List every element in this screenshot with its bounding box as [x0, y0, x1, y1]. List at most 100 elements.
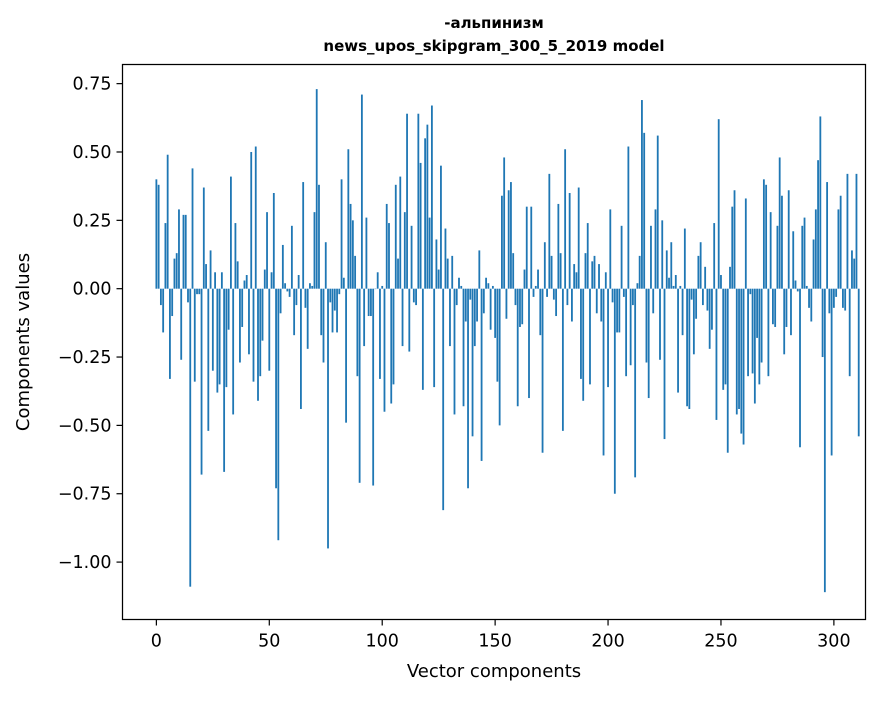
bar-173 — [546, 289, 548, 297]
bar-258 — [738, 289, 740, 409]
bar-297 — [826, 182, 828, 289]
bar-67 — [307, 289, 309, 349]
bar-301 — [835, 289, 837, 297]
bar-166 — [530, 207, 532, 289]
bar-5 — [167, 155, 169, 289]
bar-196 — [598, 264, 600, 289]
bar-280 — [788, 190, 790, 288]
bar-187 — [578, 188, 580, 289]
bar-294 — [819, 116, 821, 288]
bar-289 — [808, 289, 810, 308]
bar-156 — [508, 190, 510, 288]
bar-53 — [275, 289, 277, 489]
bar-241 — [700, 242, 702, 288]
bar-242 — [702, 289, 704, 305]
bar-89 — [356, 289, 358, 376]
bar-100 — [381, 286, 383, 289]
bar-112 — [408, 289, 410, 352]
y-tick-label: 0.00 — [73, 280, 112, 300]
bar-246 — [711, 289, 713, 330]
bar-11 — [180, 289, 182, 360]
bar-178 — [557, 204, 559, 289]
bar-10 — [178, 209, 180, 288]
bar-132 — [454, 289, 456, 415]
bar-105 — [393, 289, 395, 385]
x-tick-label: 50 — [258, 632, 280, 652]
bar-287 — [804, 218, 806, 289]
bar-234 — [684, 229, 686, 289]
bar-70 — [314, 212, 316, 289]
bar-277 — [781, 196, 783, 289]
bar-276 — [779, 157, 781, 288]
bar-142 — [476, 289, 478, 322]
bar-85 — [347, 149, 349, 288]
x-tick-label: 300 — [817, 632, 850, 652]
bar-158 — [512, 253, 514, 289]
bar-308 — [851, 250, 853, 288]
bar-149 — [492, 286, 494, 289]
bar-217 — [646, 289, 648, 363]
bar-268 — [761, 289, 763, 363]
bar-181 — [564, 149, 566, 288]
bar-45 — [257, 289, 259, 401]
bar-195 — [596, 289, 598, 314]
bar-227 — [668, 278, 670, 289]
bar-240 — [697, 256, 699, 289]
bar-61 — [293, 289, 295, 335]
bar-102 — [386, 204, 388, 289]
bar-69 — [311, 286, 313, 289]
bar-93 — [366, 218, 368, 289]
bar-213 — [637, 283, 639, 288]
bar-46 — [259, 289, 261, 376]
bar-307 — [849, 289, 851, 376]
bar-12 — [183, 215, 185, 289]
bar-216 — [643, 133, 645, 289]
bar-9 — [176, 253, 178, 289]
bar-116 — [417, 114, 419, 289]
bar-38 — [241, 289, 243, 327]
bar-218 — [648, 289, 650, 398]
bar-302 — [838, 209, 840, 288]
bar-215 — [641, 100, 643, 289]
bar-282 — [792, 231, 794, 288]
bar-21 — [203, 188, 205, 289]
bar-255 — [731, 207, 733, 289]
bar-273 — [772, 289, 774, 325]
bar-237 — [691, 289, 693, 300]
bar-261 — [745, 198, 747, 288]
bar-99 — [379, 289, 381, 379]
bar-248 — [716, 289, 718, 420]
bar-284 — [797, 289, 799, 292]
bar-64 — [300, 289, 302, 409]
bar-79 — [334, 289, 336, 311]
bar-139 — [469, 289, 471, 300]
bar-43 — [253, 289, 255, 382]
y-tick-label: −1.00 — [58, 553, 112, 573]
bar-155 — [506, 289, 508, 319]
bar-20 — [201, 289, 203, 475]
bar-86 — [350, 204, 352, 289]
bar-37 — [239, 289, 241, 363]
bar-23 — [207, 289, 209, 431]
y-tick-label: 0.75 — [73, 75, 112, 95]
y-tick-label: −0.50 — [58, 416, 112, 436]
bar-238 — [693, 289, 695, 355]
bar-244 — [707, 289, 709, 311]
bar-104 — [390, 289, 392, 404]
bar-25 — [212, 289, 214, 371]
bar-170 — [539, 289, 541, 335]
bar-42 — [250, 152, 252, 289]
bar-235 — [686, 289, 688, 407]
bar-66 — [305, 289, 307, 308]
bar-200 — [607, 289, 609, 387]
bar-125 — [438, 270, 440, 289]
bar-120 — [426, 125, 428, 289]
bar-91 — [361, 95, 363, 289]
bar-16 — [192, 168, 194, 288]
bar-219 — [650, 226, 652, 289]
bar-150 — [494, 289, 496, 338]
bar-36 — [237, 261, 239, 288]
bar-243 — [704, 267, 706, 289]
bar-3 — [162, 289, 164, 333]
bar-119 — [424, 138, 426, 288]
